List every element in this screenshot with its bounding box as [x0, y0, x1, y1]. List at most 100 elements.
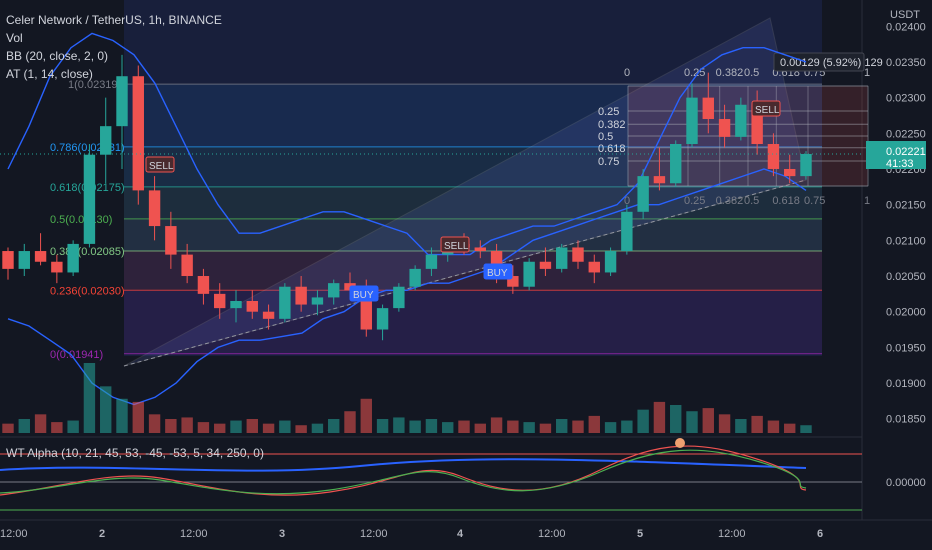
candle-body: [132, 76, 144, 191]
fib-box-bottom-label: 0.25: [684, 195, 705, 207]
volume-bar: [621, 420, 633, 433]
candle-body: [718, 119, 731, 137]
candle-body: [800, 153, 812, 177]
symbol-title: Celer Network / TetherUS, 1h, BINANCE: [6, 13, 222, 27]
buy-signal: [483, 263, 513, 280]
candle-body: [311, 297, 324, 305]
trend-dashed-line: [123, 179, 807, 367]
candle-countdown: 41:33: [886, 158, 914, 170]
candle-body: [83, 154, 96, 244]
time-axis-tick: 12:00: [360, 528, 388, 540]
volume-bar: [360, 398, 372, 433]
volume-bar: [458, 420, 470, 433]
fib-box-bottom-label: 0.5: [744, 195, 759, 207]
bollinger-legend[interactable]: BB (20, close, 2, 0): [6, 49, 109, 63]
volume-bar: [686, 411, 698, 433]
time-axis-tick: 5: [637, 528, 643, 540]
price-axis-tick: 0.02000: [886, 307, 926, 319]
wt-alpha-legend[interactable]: WT Alpha (10, 21, 45, 53, -45, -53, 5, 3…: [6, 446, 264, 460]
volume-bar: [637, 409, 649, 433]
time-axis-tick: 4: [457, 528, 464, 540]
volume-bar: [262, 423, 275, 433]
fib-level-label: 0(0.01941): [50, 349, 103, 361]
candle-body: [328, 283, 340, 298]
candle-body: [2, 251, 14, 269]
volume-bar: [718, 414, 731, 433]
candle-body: [686, 97, 698, 145]
candle-body: [100, 126, 112, 155]
volume-bar: [572, 420, 584, 433]
candle-body: [246, 300, 258, 312]
wt-signal-dot: [675, 438, 685, 448]
time-axis-tick: 12:00: [538, 528, 566, 540]
fib-box-side-label: 0.5: [598, 131, 613, 143]
fib-box-bottom-label: 1: [864, 195, 870, 207]
volume-legend[interactable]: Vol: [6, 31, 23, 45]
alphatrend-legend[interactable]: AT (1, 14, close): [6, 67, 93, 81]
fib-level-label: 0.236(0.02030): [50, 285, 125, 297]
wt-axis-tick: 0.00000: [886, 477, 926, 489]
fib-box-bottom-label: 0: [624, 195, 630, 207]
volume-bar: [670, 405, 682, 433]
volume-bar: [376, 419, 389, 433]
candle-body: [735, 104, 747, 137]
candle-body: [279, 286, 291, 319]
volume-bar: [116, 398, 128, 433]
candle-body: [18, 251, 30, 269]
candle-body: [181, 254, 193, 277]
buy-signal: [349, 285, 379, 302]
fib-zone: [124, 218, 822, 252]
candle-body: [539, 261, 552, 269]
current-price-badge: [866, 140, 926, 169]
price-axis-tick: 0.02050: [886, 271, 926, 283]
fib-box-side-label: 0.382: [598, 119, 626, 131]
candle-body: [376, 308, 389, 330]
buy-signal-label: BUY: [353, 290, 374, 301]
price-axis-tick: 0.02300: [886, 93, 926, 105]
price-axis-tick: 0.01950: [886, 342, 926, 354]
candle-body: [767, 144, 780, 169]
fib-zone: [124, 290, 822, 354]
volume-bar: [181, 417, 193, 433]
fib-box-top-label: 0.382: [716, 67, 744, 79]
volume-bar: [311, 423, 324, 433]
volume-bar: [148, 414, 161, 433]
fib-box-side-label: 0.75: [598, 156, 619, 168]
sell-signal-label: SELL: [444, 241, 469, 252]
volume-bar: [653, 401, 666, 433]
time-axis-tick: 12:00: [0, 528, 28, 540]
volume-bar: [18, 419, 30, 433]
price-axis-tick: 0.02250: [886, 128, 926, 140]
fib-box-top-label: 0.5: [744, 67, 759, 79]
volume-bar: [556, 419, 568, 433]
currency-unit: USDT: [890, 9, 920, 21]
volume-bar: [230, 420, 242, 433]
fib-box-bottom-label: 0.75: [804, 195, 825, 207]
sell-signal-label: SELL: [755, 105, 780, 116]
volume-bar: [279, 420, 291, 433]
time-axis-tick: 2: [99, 528, 105, 540]
candle-body: [702, 97, 714, 120]
candle-body: [523, 261, 535, 287]
fib-box-side-label: 0.25: [598, 106, 619, 118]
candle-body: [393, 286, 405, 309]
sell-signal: [145, 156, 175, 173]
candle-body: [262, 311, 275, 319]
fib-box-bottom-label: 0.382: [716, 195, 744, 207]
volume-bar: [214, 423, 226, 433]
fib-box-top-label: 0: [624, 67, 630, 79]
price-axis-tick: 0.02100: [886, 235, 926, 247]
volume-bar: [409, 420, 421, 433]
wt-green-line: [0, 449, 807, 495]
volume-bar: [34, 414, 47, 433]
time-axis-tick: 12:00: [718, 528, 746, 540]
fib-box-top-label: 1: [864, 67, 870, 79]
candle-body: [556, 247, 568, 269]
volume-bar: [442, 422, 454, 433]
volume-bar: [328, 419, 340, 433]
volume-bar: [132, 401, 144, 433]
time-axis-tick: 3: [279, 528, 285, 540]
fib-zone: [124, 186, 822, 219]
